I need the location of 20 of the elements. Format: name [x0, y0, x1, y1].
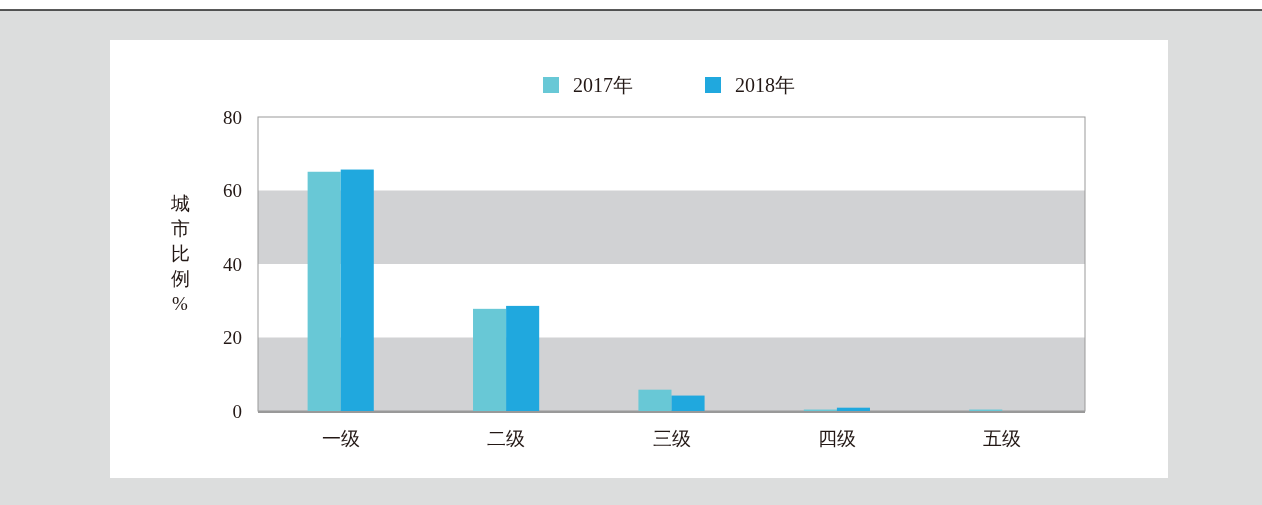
bar — [473, 308, 507, 411]
bar — [638, 389, 672, 411]
legend-label: 2017年 — [573, 74, 633, 96]
x-tick-label: 二级 — [487, 428, 526, 449]
y-tick-label: 60 — [223, 180, 242, 202]
bar — [506, 305, 540, 411]
y-tick-label: 40 — [223, 253, 242, 275]
x-tick-label: 一级 — [321, 428, 360, 449]
bar — [340, 169, 374, 411]
bar — [836, 407, 870, 411]
x-tick-label: 三级 — [652, 428, 691, 449]
y-tick-label: 20 — [223, 327, 242, 349]
y-axis-title: 城市比例% — [169, 193, 190, 314]
bar — [671, 395, 705, 411]
x-tick-label: 四级 — [817, 428, 856, 449]
y-tick-label: 80 — [223, 106, 242, 128]
legend-label: 2018年 — [735, 74, 795, 96]
x-tick-label: 五级 — [983, 428, 1022, 449]
y-tick-label: 0 — [232, 400, 242, 422]
bar — [307, 171, 341, 411]
